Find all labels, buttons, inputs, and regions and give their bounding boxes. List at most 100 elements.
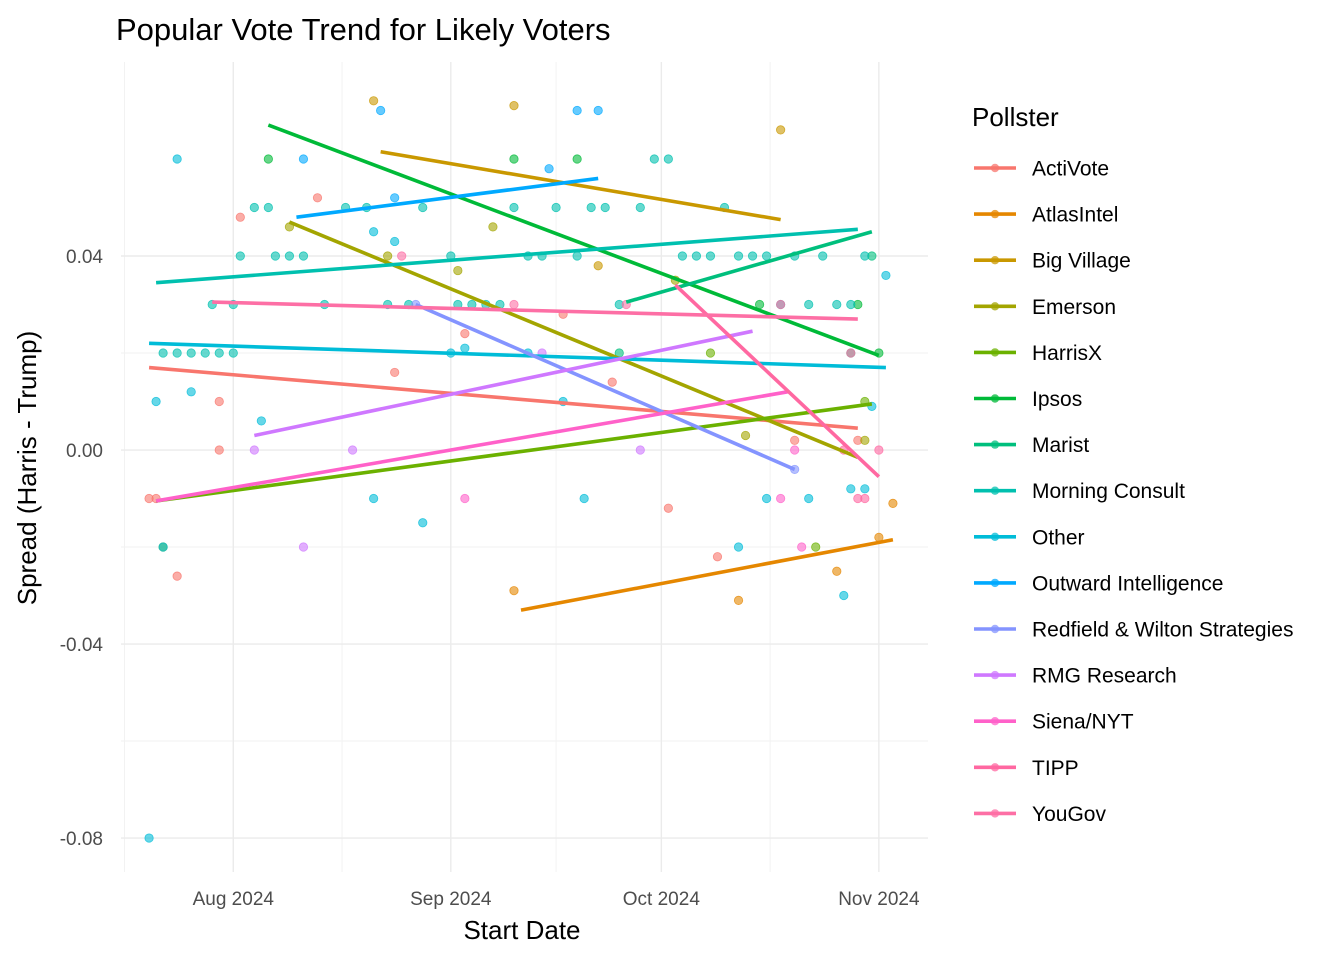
data-point	[214, 396, 224, 407]
legend-item: Siena/NYT	[974, 711, 1134, 734]
trend-line	[296, 176, 599, 219]
data-point	[832, 566, 842, 576]
data-point	[579, 493, 589, 504]
data-point	[747, 251, 758, 261]
legend-label: Redfield & Wilton Strategies	[1032, 619, 1293, 642]
data-point	[839, 590, 849, 601]
data-point	[509, 154, 519, 164]
data-point	[158, 348, 168, 358]
legend-label: Outward Intelligence	[1032, 572, 1223, 595]
legend-key-point	[990, 302, 1000, 311]
legend-items: ActiVote AtlasIntel Big Village Emerson Harr…	[974, 158, 1293, 826]
data-point	[663, 503, 673, 513]
legend-key-point	[990, 163, 1000, 173]
legend-item: Big Village	[974, 250, 1131, 273]
legend-key-point	[990, 486, 1000, 495]
data-point	[509, 202, 519, 213]
y-axis-title: Spread (Harris - Trump)	[12, 331, 42, 606]
data-point	[256, 416, 266, 426]
y-tick-label: 0.04	[66, 247, 103, 268]
data-point	[544, 164, 554, 174]
data-point	[298, 542, 309, 552]
legend-item: YouGov	[974, 803, 1106, 826]
trend-line	[155, 402, 873, 503]
data-point	[172, 571, 182, 581]
x-axis-title: Start Date	[463, 915, 580, 945]
data-point	[733, 542, 744, 552]
data-point	[390, 367, 400, 378]
data-point	[263, 154, 273, 164]
trend-line	[155, 227, 858, 285]
data-point	[586, 202, 596, 213]
legend-label: Other	[1032, 526, 1085, 549]
x-tick-label: Aug 2024	[193, 889, 275, 910]
y-axis-ticks: 0.04 0.00 -0.04 -0.08	[60, 247, 104, 850]
data-point	[263, 202, 273, 213]
data-point	[298, 154, 309, 164]
data-point	[593, 261, 603, 271]
data-point	[663, 154, 673, 164]
data-point	[214, 445, 224, 455]
data-point	[705, 348, 716, 358]
data-point	[369, 96, 379, 106]
data-point	[776, 299, 786, 310]
grid-minor	[121, 62, 928, 872]
data-point	[369, 493, 379, 504]
data-point	[151, 396, 161, 407]
data-point	[761, 251, 772, 261]
legend-key-point	[990, 440, 1000, 449]
data-point	[635, 445, 645, 455]
data-point	[186, 348, 196, 358]
data-point	[874, 445, 884, 455]
trend-line	[415, 302, 796, 472]
data-point	[832, 299, 842, 310]
data-point	[347, 445, 358, 455]
data-point	[797, 542, 807, 552]
legend-label: HarrisX	[1032, 342, 1102, 365]
legend-item: Morning Consult	[974, 480, 1185, 503]
trend-lines	[148, 123, 894, 612]
trend-line	[674, 283, 881, 479]
data-point	[200, 348, 210, 358]
y-tick-label: 0.00	[66, 441, 103, 462]
data-point	[691, 251, 702, 261]
data-point	[144, 833, 154, 843]
grid-major	[121, 62, 928, 872]
legend-item: HarrisX	[974, 342, 1102, 365]
legend: Pollster ActiVote AtlasIntel Big Village Em…	[972, 102, 1293, 826]
data-point	[740, 430, 751, 441]
x-tick-label: Oct 2024	[623, 889, 701, 910]
data-point	[418, 518, 428, 528]
data-point	[635, 202, 645, 213]
data-point	[383, 251, 393, 261]
trend-line	[253, 329, 753, 438]
legend-label: ActiVote	[1032, 158, 1109, 181]
legend-item: RMG Research	[974, 665, 1177, 688]
legend-item: Marist	[974, 434, 1089, 457]
data-point	[390, 193, 400, 203]
trend-line	[155, 390, 788, 503]
data-point	[649, 154, 659, 164]
legend-key-point	[990, 763, 1000, 772]
legend-key-point	[990, 532, 1000, 541]
data-point	[460, 493, 470, 504]
legend-label: Big Village	[1032, 250, 1131, 273]
chart-title: Popular Vote Trend for Likely Voters	[116, 12, 611, 47]
data-point	[509, 586, 519, 596]
x-tick-label: Nov 2024	[838, 889, 920, 910]
trend-line	[520, 537, 894, 612]
data-point	[881, 270, 891, 281]
data-point	[298, 251, 309, 261]
data-point	[804, 493, 814, 504]
data-point	[705, 251, 716, 261]
data-point	[453, 265, 463, 276]
data-point	[846, 299, 856, 310]
legend-key-point	[990, 394, 1000, 403]
data-point	[790, 445, 800, 455]
legend-key-point	[990, 809, 1000, 818]
data-point	[733, 251, 744, 261]
data-point	[397, 251, 407, 261]
legend-title: Pollster	[972, 102, 1059, 132]
data-point	[818, 251, 828, 261]
